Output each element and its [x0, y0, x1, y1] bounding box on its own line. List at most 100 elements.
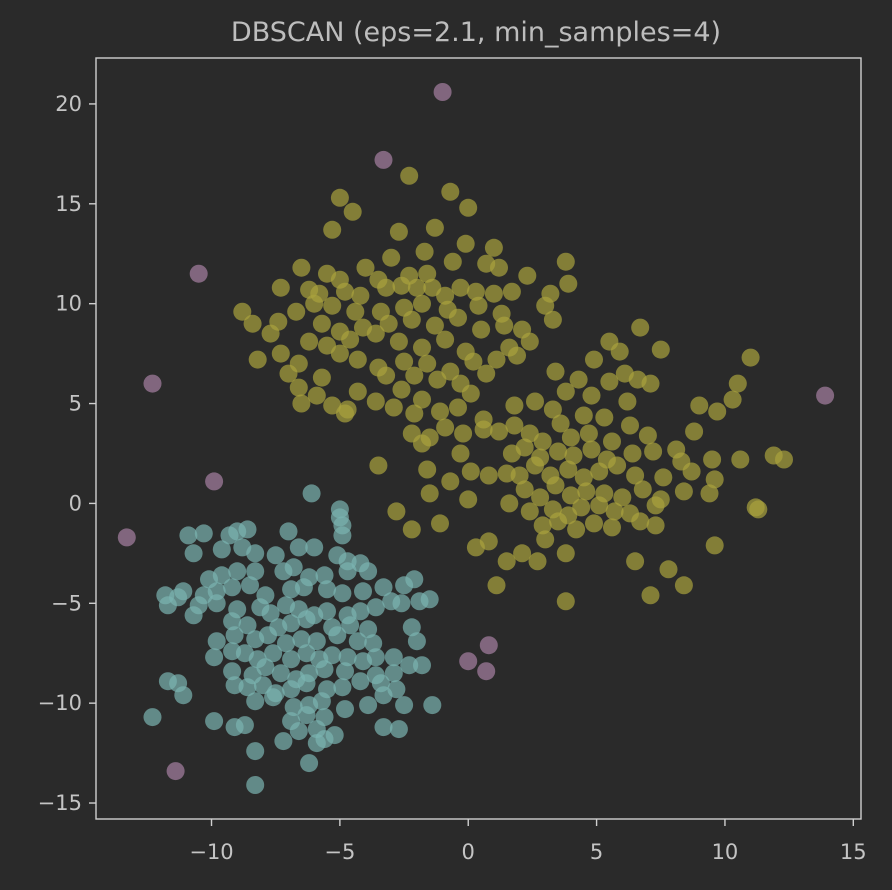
scatter-point-c0-158	[603, 432, 621, 451]
scatter-point-c0-203	[567, 520, 586, 539]
scatter-point-c0-37	[502, 282, 521, 301]
scatter-point-c1-106	[315, 660, 334, 679]
scatter-point-c0-28	[351, 286, 370, 305]
scatter-point-c0-106	[405, 404, 424, 423]
scatter-point-c0-108	[449, 398, 467, 417]
scatter-point-c0-197	[590, 496, 609, 515]
scatter-point-c0-53	[287, 302, 306, 321]
scatter-point-c0-159	[621, 416, 639, 435]
scatter-point-c0-177	[590, 462, 609, 481]
scatter-point-c1-143	[374, 718, 393, 737]
scatter-point-c1-118	[297, 674, 316, 693]
scatter-point-c0-115	[490, 422, 508, 441]
scatter-point-c0-24	[271, 278, 290, 297]
scatter-point-c0-166	[582, 440, 601, 459]
scatter-point-c0-142	[641, 374, 660, 393]
scatter-point-c0-196	[572, 498, 591, 517]
scatter-point-c0-84	[441, 362, 460, 381]
scatter-point-c1-30	[359, 562, 378, 581]
scatter-point-c0-122	[441, 472, 460, 491]
scatter-point-c0-101	[307, 386, 326, 405]
scatter-point-c0-143	[585, 350, 603, 369]
scatter-point-c0-42	[346, 302, 365, 321]
scatter-point-c0-113	[454, 424, 473, 443]
scatter-point-c0-8	[456, 234, 475, 253]
scatter-point-c0-212	[626, 552, 645, 571]
scatter-point-c0-72	[436, 330, 455, 349]
scatter-point-c1-79	[292, 630, 311, 649]
scatter-point-c1-38	[294, 578, 313, 597]
scatter-point-c0-13	[292, 258, 311, 277]
scatter-point-c1-41	[354, 582, 372, 601]
x-tick-label: 15	[840, 840, 867, 864]
scatter-point-c0-202	[549, 512, 568, 531]
scatter-point-c0-180	[654, 468, 673, 487]
scatter-point-c1-97	[384, 648, 403, 667]
scatter-point-c1-26	[284, 558, 303, 577]
scatter-point-c1-139	[297, 706, 316, 725]
scatter-point-c1-24	[246, 562, 265, 581]
scatter-point-c0-90	[377, 366, 396, 385]
scatter-point-c1-12	[212, 540, 231, 559]
scatter-point-c1-115	[253, 676, 272, 695]
scatter-point-c0-80	[348, 350, 367, 369]
scatter-point-c2-2	[189, 264, 208, 283]
scatter-point-c1-110	[384, 664, 403, 683]
scatter-point-c0-218	[708, 402, 727, 421]
scatter-point-c1-14	[246, 544, 265, 563]
scatter-point-c2-4	[816, 386, 835, 405]
scatter-point-c0-9	[415, 242, 434, 261]
scatter-point-c0-222	[685, 422, 704, 441]
scatter-point-c1-126	[284, 698, 303, 717]
scatter-point-c0-21	[490, 258, 508, 277]
scatter-point-c1-35	[241, 576, 259, 595]
y-tick-label: 15	[55, 192, 82, 216]
scatter-point-c0-88	[279, 364, 298, 383]
scatter-point-c1-75	[225, 626, 244, 645]
scatter-point-c2-9	[477, 662, 496, 681]
scatter-point-c1-17	[305, 538, 324, 557]
scatter-point-c0-216	[556, 592, 575, 611]
scatter-point-c1-98	[400, 656, 419, 675]
scatter-point-c0-207	[646, 516, 665, 535]
scatter-point-c1-80	[307, 632, 326, 651]
scatter-point-c0-232	[667, 440, 686, 459]
x-tick-label: 0	[462, 840, 475, 864]
scatter-point-c0-227	[749, 500, 768, 519]
scatter-point-c0-34	[451, 278, 470, 297]
scatter-point-c0-189	[633, 480, 652, 499]
chart-title: DBSCAN (eps=2.1, min_samples=4)	[231, 17, 721, 48]
scatter-point-c0-75	[520, 332, 539, 351]
scatter-point-c0-64	[543, 310, 562, 329]
scatter-point-c1-82	[348, 632, 367, 651]
ticks-layer: −10 −5 0 5 10 15 20 15 10 5 0 −5 −10 −15	[38, 92, 867, 864]
scatter-point-c0-128	[402, 520, 421, 539]
scatter-point-c0-77	[271, 344, 290, 363]
scatter-point-c0-224	[705, 470, 724, 489]
scatter-point-c1-120	[333, 678, 352, 697]
scatter-point-c0-192	[500, 494, 519, 513]
scatter-point-c0-83	[418, 354, 437, 373]
scatter-point-c1-8	[238, 520, 257, 539]
scatter-point-c1-131	[374, 686, 393, 705]
scatter-point-c0-205	[603, 518, 621, 537]
scatter-point-c1-148	[315, 730, 334, 749]
scatter-point-c0-22	[518, 266, 537, 285]
scatter-point-c0-175	[559, 460, 578, 479]
scatter-point-c0-11	[382, 248, 401, 267]
scatter-point-c0-12	[356, 258, 375, 277]
scatter-point-c1-144	[389, 720, 408, 739]
scatter-point-c1-84	[407, 632, 426, 651]
scatter-point-c0-191	[674, 482, 693, 501]
scatter-point-c0-164	[549, 442, 568, 461]
scatter-point-c0-176	[574, 468, 593, 487]
scatter-point-c1-100	[223, 662, 242, 681]
scatter-point-c0-18	[418, 264, 437, 283]
scatter-point-c1-5	[194, 524, 213, 543]
scatter-point-c0-117	[413, 434, 431, 453]
scatter-point-c1-94	[338, 648, 357, 667]
scatter-point-c0-132	[497, 552, 516, 571]
scatter-point-c0-209	[556, 544, 575, 563]
scatter-point-c0-120	[369, 456, 388, 475]
scatter-point-c1-72	[359, 620, 378, 639]
